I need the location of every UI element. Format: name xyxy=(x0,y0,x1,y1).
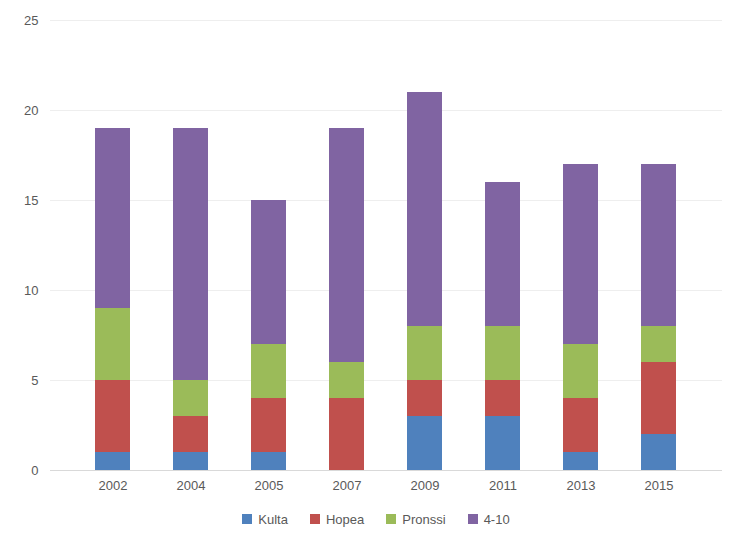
html-text:Pronssi: Pronssi xyxy=(402,511,446,527)
svg-text:25: 25 xyxy=(24,13,38,28)
svg-text:2007: 2007 xyxy=(333,478,362,493)
svg-text:5: 5 xyxy=(31,373,38,388)
svg-text:2015: 2015 xyxy=(645,478,674,493)
svg-text:0: 0 xyxy=(31,463,38,478)
svg-text:15: 15 xyxy=(24,193,38,208)
svg-text:2005: 2005 xyxy=(255,478,284,493)
svg-text:2013: 2013 xyxy=(567,478,596,493)
svg-text:2004: 2004 xyxy=(177,478,206,493)
svg-text:2009: 2009 xyxy=(411,478,440,493)
html-text:Kulta: Kulta xyxy=(258,511,288,527)
svg-text:2011: 2011 xyxy=(489,478,517,493)
svg-text:2002: 2002 xyxy=(99,478,128,493)
html-text:Hopea: Hopea xyxy=(326,511,365,527)
html-text:4-10: 4-10 xyxy=(483,511,510,527)
svg-text:10: 10 xyxy=(24,283,38,298)
svg-text:20: 20 xyxy=(24,103,38,118)
